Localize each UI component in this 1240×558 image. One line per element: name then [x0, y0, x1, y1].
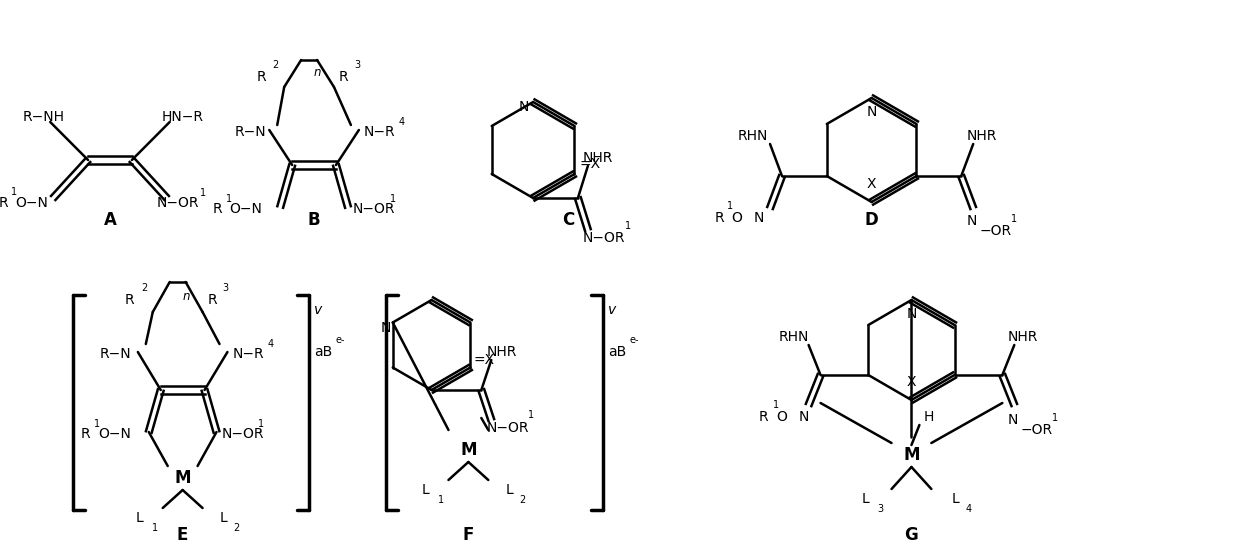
- Text: N−OR: N−OR: [156, 196, 200, 210]
- Text: R−N: R−N: [234, 125, 267, 139]
- Text: X: X: [867, 177, 877, 191]
- Text: RHN: RHN: [737, 129, 768, 143]
- Text: R: R: [339, 70, 348, 84]
- Text: R−N: R−N: [100, 347, 131, 361]
- Text: M: M: [903, 446, 920, 464]
- Text: 4: 4: [399, 117, 404, 127]
- Text: NHR: NHR: [966, 129, 997, 143]
- Text: N: N: [966, 214, 977, 228]
- Text: 1: 1: [528, 410, 534, 420]
- Text: R: R: [81, 427, 91, 441]
- Text: O: O: [776, 410, 787, 424]
- Text: R: R: [212, 202, 222, 216]
- Text: e-: e-: [336, 335, 346, 345]
- Text: aB: aB: [608, 345, 626, 359]
- Text: v: v: [314, 303, 322, 317]
- Text: M: M: [175, 469, 191, 487]
- Text: O−N: O−N: [15, 196, 48, 210]
- Text: 1: 1: [1011, 214, 1017, 224]
- Text: 1: 1: [11, 187, 17, 197]
- Text: v: v: [608, 303, 616, 317]
- Text: 1: 1: [1052, 413, 1058, 423]
- Text: 1: 1: [438, 495, 444, 505]
- Text: NHR: NHR: [1007, 330, 1038, 344]
- Text: G: G: [904, 526, 919, 544]
- Text: R: R: [257, 70, 265, 84]
- Text: 1: 1: [94, 419, 100, 429]
- Text: 3: 3: [222, 283, 228, 293]
- Text: E: E: [177, 526, 188, 544]
- Text: NHR: NHR: [583, 151, 614, 165]
- Text: 4: 4: [268, 339, 273, 349]
- Text: R: R: [207, 293, 217, 307]
- Text: NHR: NHR: [486, 345, 517, 359]
- Text: L: L: [422, 483, 429, 497]
- Text: =X: =X: [474, 353, 495, 367]
- Text: N−R: N−R: [363, 125, 396, 139]
- Text: 2: 2: [520, 495, 526, 505]
- Text: R: R: [125, 293, 134, 307]
- Text: H: H: [924, 410, 934, 424]
- Text: R: R: [0, 196, 9, 210]
- Text: R−NH: R−NH: [22, 110, 64, 124]
- Text: F: F: [463, 526, 474, 544]
- Text: N−OR: N−OR: [353, 202, 396, 216]
- Text: e-: e-: [630, 335, 639, 345]
- Text: N−OR: N−OR: [486, 421, 528, 435]
- Text: N: N: [518, 100, 528, 114]
- Text: N: N: [754, 211, 765, 225]
- Text: D: D: [864, 211, 878, 229]
- Text: L: L: [505, 483, 513, 497]
- Text: B: B: [308, 211, 320, 229]
- Text: L: L: [862, 492, 869, 506]
- Text: 3: 3: [878, 504, 884, 514]
- Text: 1: 1: [200, 188, 206, 198]
- Text: n: n: [314, 65, 321, 79]
- Text: 1: 1: [625, 221, 631, 231]
- Text: N: N: [1007, 413, 1018, 427]
- Text: O−N: O−N: [229, 202, 263, 216]
- Text: 1: 1: [226, 194, 232, 204]
- Text: N: N: [381, 320, 391, 334]
- Text: C: C: [562, 211, 574, 229]
- Text: −OR: −OR: [1021, 423, 1053, 437]
- Text: N−OR: N−OR: [222, 427, 264, 441]
- Text: A: A: [103, 211, 117, 229]
- Text: L: L: [219, 511, 227, 525]
- Text: L: L: [136, 511, 144, 525]
- Text: 2: 2: [273, 60, 279, 70]
- Text: N−R: N−R: [232, 347, 264, 361]
- Text: 1: 1: [389, 194, 396, 204]
- Text: L: L: [951, 492, 959, 506]
- Text: 1: 1: [258, 419, 264, 429]
- Text: 2: 2: [233, 523, 239, 533]
- Text: N: N: [867, 105, 877, 119]
- Text: =X: =X: [579, 157, 600, 171]
- Text: N−OR: N−OR: [583, 231, 625, 245]
- Text: 1: 1: [151, 523, 157, 533]
- Text: 2: 2: [141, 283, 148, 293]
- Text: O−N: O−N: [98, 427, 131, 441]
- Text: 4: 4: [965, 504, 971, 514]
- Text: 3: 3: [353, 60, 360, 70]
- Text: R: R: [759, 410, 769, 424]
- Text: 1: 1: [773, 400, 779, 410]
- Text: 1: 1: [727, 201, 733, 211]
- Text: M: M: [460, 441, 476, 459]
- Text: n: n: [182, 290, 190, 302]
- Text: aB: aB: [314, 345, 332, 359]
- Text: R: R: [714, 211, 724, 225]
- Text: −OR: −OR: [980, 224, 1012, 238]
- Text: N: N: [799, 410, 808, 424]
- Text: RHN: RHN: [779, 330, 810, 344]
- Text: O: O: [732, 211, 742, 225]
- Text: N: N: [906, 307, 916, 321]
- Text: X: X: [906, 375, 916, 389]
- Text: HN−R: HN−R: [161, 110, 203, 124]
